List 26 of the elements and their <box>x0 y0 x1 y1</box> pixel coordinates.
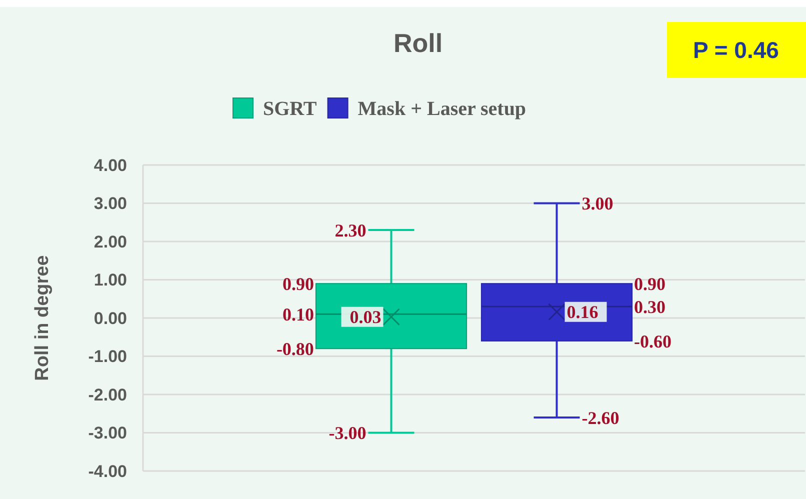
y-tick-label: 0.00 <box>94 308 127 328</box>
y-tick-label: 2.00 <box>94 232 127 252</box>
y-tick-label: -3.00 <box>88 424 127 443</box>
y-tick-label: -2.00 <box>88 385 127 404</box>
text: 0.16 <box>566 302 598 322</box>
legend-label: SGRT <box>263 98 318 120</box>
text: 0.03 <box>350 307 382 328</box>
y-tick-label: 3.00 <box>94 194 127 214</box>
text: 0.10 <box>282 304 314 324</box>
legend-label: Mask + Laser setup <box>358 98 526 120</box>
y-tick-label: -4.00 <box>88 462 127 481</box>
text: 0.30 <box>634 296 666 317</box>
y-tick-label: -1.00 <box>88 347 127 366</box>
text: P = 0.46 <box>693 37 779 64</box>
text: -3.00 <box>328 423 366 444</box>
y-tick-label: 1.00 <box>94 270 127 290</box>
text: -0.80 <box>276 338 314 359</box>
chart-title: Roll <box>393 28 443 58</box>
text: 2.30 <box>334 220 366 240</box>
text: -2.60 <box>582 408 620 428</box>
text: 3.00 <box>582 194 614 214</box>
text: 0.90 <box>634 274 666 294</box>
y-axis-title: Roll in degree <box>32 255 53 381</box>
text: -0.60 <box>634 331 672 352</box>
text: 0.90 <box>282 274 314 294</box>
y-tick-label: 4.00 <box>94 156 127 175</box>
